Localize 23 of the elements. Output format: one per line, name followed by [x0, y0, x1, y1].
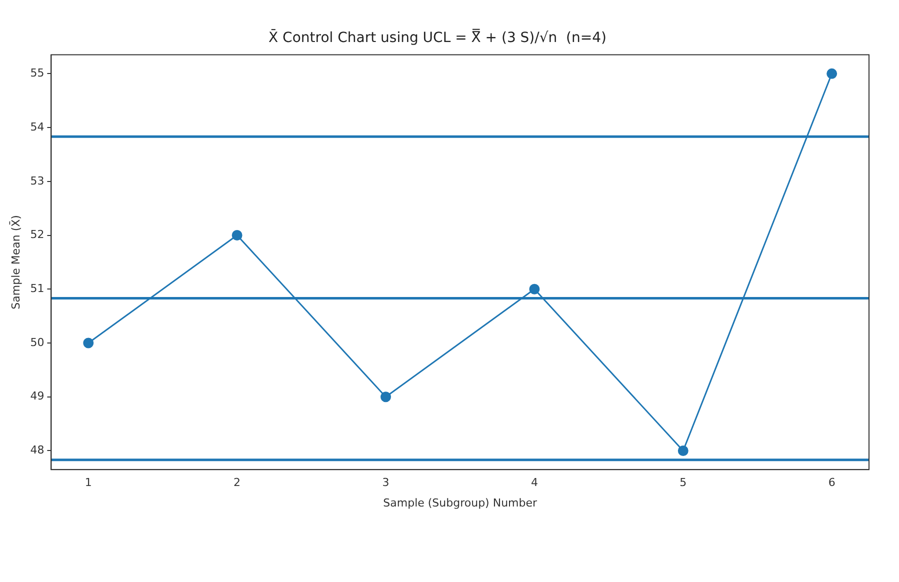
y-tick-label: 54 — [30, 120, 44, 134]
y-tick-label: 52 — [30, 228, 44, 242]
x-tick-label: 2 — [234, 476, 241, 490]
x-tick-label: 1 — [84, 476, 92, 490]
y-tick-label: 49 — [30, 390, 44, 403]
x-tick-label: 4 — [530, 476, 538, 490]
x-tick-label: 6 — [828, 476, 836, 490]
point — [678, 445, 688, 456]
point — [232, 230, 242, 241]
point — [83, 338, 94, 348]
x-tick-label: 5 — [680, 476, 687, 490]
y-axis-title: Sample Mean (X̄) — [8, 215, 22, 310]
y-tick-label: 48 — [30, 444, 44, 457]
point — [380, 392, 392, 402]
y-tick-label: 51 — [30, 282, 44, 295]
point — [529, 284, 540, 294]
y-tick-label: 53 — [30, 174, 44, 188]
point — [826, 68, 838, 79]
y-tick-label: 55 — [30, 66, 44, 80]
chart-title: X̄ Control Chart using UCL = X̿ + (3 S)/√n (n=4) — [268, 28, 606, 46]
x-tick-label: 3 — [382, 476, 390, 490]
x-axis-title: Sample (Subgroup) Number — [383, 496, 538, 510]
y-tick-label: 50 — [30, 336, 44, 349]
